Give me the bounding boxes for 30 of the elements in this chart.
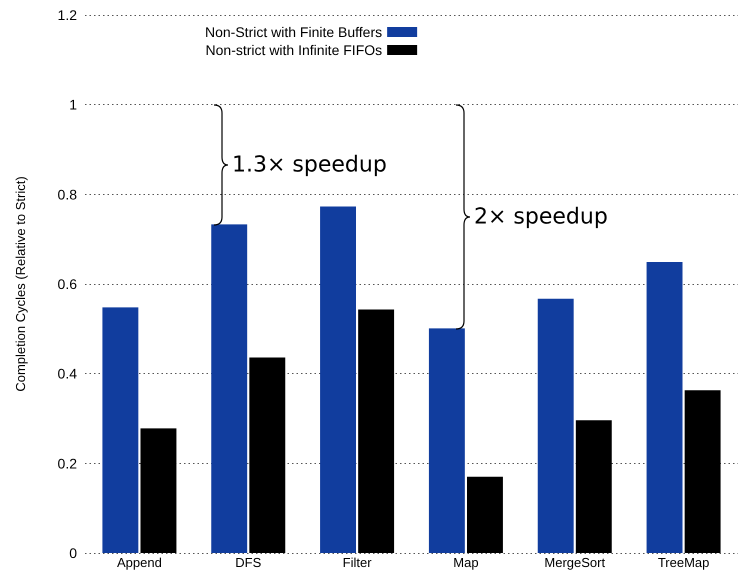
bar xyxy=(140,428,176,553)
bar xyxy=(646,262,683,553)
bar xyxy=(211,224,248,553)
bar xyxy=(428,328,465,553)
bar xyxy=(576,420,612,553)
bar xyxy=(538,298,574,553)
y-tick-label: 0.2 xyxy=(58,455,78,472)
bar xyxy=(320,206,356,553)
bar xyxy=(249,358,286,553)
x-tick-label: TreeMap xyxy=(658,555,710,570)
bar xyxy=(684,390,721,553)
y-tick-label: 0 xyxy=(69,545,78,561)
y-tick-label: 1.2 xyxy=(58,7,78,23)
x-tick-label: DFS xyxy=(235,555,262,570)
y-tick-label: 0.4 xyxy=(58,366,78,382)
y-axis-title: Completion Cycles (Relative to Strict) xyxy=(13,176,28,392)
y-tick-label: 0.6 xyxy=(58,276,78,292)
bar xyxy=(358,310,394,553)
legend-label: Non-Strict with Finite Buffers xyxy=(204,24,382,40)
bar xyxy=(102,307,138,553)
y-tick-label: 0.8 xyxy=(58,186,78,202)
x-tick-label: Filter xyxy=(342,555,372,570)
x-tick-label: Map xyxy=(453,555,479,570)
y-tick-label: 1 xyxy=(69,96,78,113)
x-tick-label: Append xyxy=(117,555,162,570)
annotation: 1.3× speedup xyxy=(232,152,387,178)
bar xyxy=(466,476,503,553)
x-tick-label: MergeSort xyxy=(544,555,606,570)
annotation: 2× speedup xyxy=(474,204,608,230)
legend-label: Non-strict with Infinite FIFOs xyxy=(206,42,382,58)
